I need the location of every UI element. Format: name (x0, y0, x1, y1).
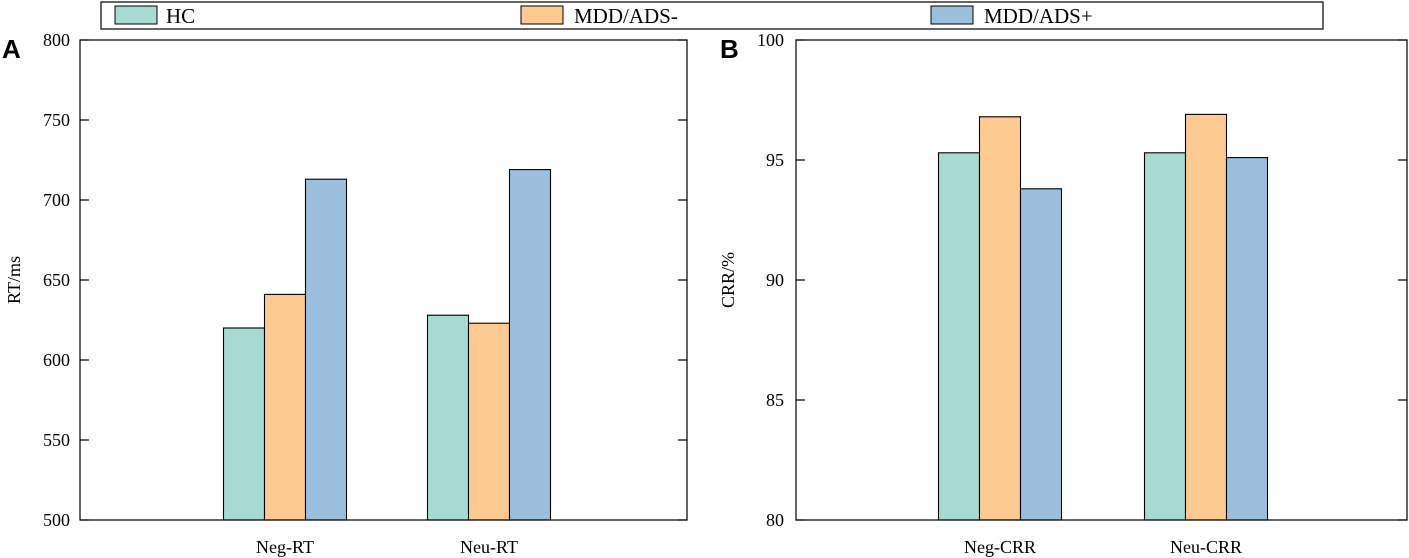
bar-b-neu-crr-hc (1143, 152, 1187, 521)
y-tick-label-700: 700 (43, 190, 70, 210)
y-tick-label-95: 95 (766, 150, 784, 170)
panel-letter-b: B (720, 34, 739, 64)
legend: HC MDD/ADS- MDD/ADS+ (100, 1, 1324, 30)
legend-item-mdd-ads-minus: MDD/ADS- (520, 4, 678, 28)
panel-a-plot-frame (79, 39, 688, 521)
bar-b-neu-crr-mdd-ads-plus (1225, 157, 1269, 521)
bar-b-neg-crr-mdd-ads-plus (1019, 188, 1063, 521)
panel-a-bars (222, 169, 552, 521)
y-tick-label-800: 800 (43, 30, 70, 50)
panel-a: A Neg-RT Neu-RT 500 550 600 650 700 750 800 RT/m… (2, 30, 688, 557)
legend-swatch-hc (114, 5, 158, 25)
panel-letter-a: A (2, 34, 21, 64)
bar-a-neu-rt-hc (426, 314, 470, 521)
bar-a-neu-rt-mdd-ads-plus (508, 169, 552, 521)
y-tick-label-550: 550 (43, 430, 70, 450)
x-tick-label-neu-rt: Neu-RT (460, 537, 518, 557)
y-tick-label-750: 750 (43, 110, 70, 130)
legend-box (100, 1, 1324, 30)
bar-a-neg-rt-hc (222, 327, 266, 521)
y-tick-label-600: 600 (43, 350, 70, 370)
panel-b: B Neg-CRR Neu-CRR 80 85 90 95 100 CRR/% (718, 30, 1408, 557)
y-tick-label-85: 85 (766, 390, 784, 410)
x-tick-label-neu-crr: Neu-CRR (1170, 537, 1242, 557)
bar-a-neg-rt-mdd-ads-plus (304, 178, 348, 521)
panel-b-plot-frame (795, 39, 1408, 521)
legend-swatch-mdd-ads-plus (930, 5, 974, 25)
bar-a-neg-rt-mdd-ads-minus (263, 293, 307, 521)
x-tick-label-neg-rt: Neg-RT (256, 537, 314, 557)
panel-b-ticks: Neg-CRR Neu-CRR 80 85 90 95 100 (757, 30, 1407, 557)
x-tick-label-neg-crr: Neg-CRR (964, 537, 1036, 557)
legend-item-mdd-ads-plus: MDD/ADS+ (930, 4, 1093, 28)
bar-b-neg-crr-mdd-ads-minus (978, 116, 1022, 521)
y-tick-label-100: 100 (757, 30, 784, 50)
y-tick-label-80: 80 (766, 510, 784, 530)
panel-a-y-axis-label: RT/ms (4, 256, 24, 304)
panel-a-ticks: Neg-RT Neu-RT 500 550 600 650 700 750 800 (43, 30, 687, 557)
bar-b-neg-crr-hc (937, 152, 981, 521)
legend-label-mdd-ads-minus: MDD/ADS- (574, 4, 678, 28)
bar-a-neu-rt-mdd-ads-minus (467, 322, 511, 521)
legend-label-mdd-ads-plus: MDD/ADS+ (984, 4, 1093, 28)
y-tick-label-90: 90 (766, 270, 784, 290)
legend-label-hc: HC (166, 4, 195, 28)
y-tick-label-650: 650 (43, 270, 70, 290)
legend-swatch-mdd-ads-minus (520, 5, 564, 25)
panel-b-y-axis-label: CRR/% (718, 252, 738, 308)
panel-b-bars (937, 113, 1269, 521)
bar-b-neu-crr-mdd-ads-minus (1184, 113, 1228, 521)
y-tick-label-500: 500 (43, 510, 70, 530)
legend-item-hc: HC (114, 4, 195, 28)
